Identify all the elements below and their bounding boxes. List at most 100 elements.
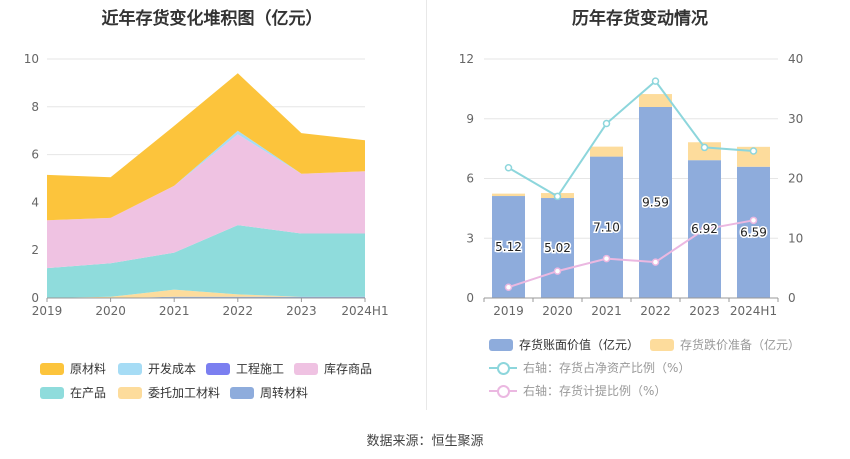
bar-value-label: 5.12	[495, 240, 522, 254]
legend-item[interactable]: 库存商品	[294, 360, 372, 377]
legend-item[interactable]: 委托加工材料	[118, 384, 220, 401]
y-left-tick-label: 3	[466, 231, 474, 245]
legend-item[interactable]: 周转材料	[230, 384, 308, 401]
legend-item[interactable]: 右轴：存货计提比例（%）	[489, 382, 666, 399]
legend-item[interactable]: 工程施工	[206, 360, 284, 377]
bar-provision	[688, 142, 721, 161]
x-tick-label: 2019	[32, 304, 63, 318]
x-tick-label: 2020	[542, 304, 573, 318]
bar-value-label: 7.10	[593, 220, 620, 234]
data-source: 数据来源：恒生聚源	[366, 434, 484, 449]
x-tick-label: 2024H1	[730, 304, 777, 318]
area-在产品	[47, 225, 365, 298]
bar-provision	[590, 146, 623, 157]
bar-book-value	[541, 198, 574, 298]
bar-value-label: 6.59	[740, 225, 767, 239]
line-point	[602, 119, 611, 128]
legend-swatch	[40, 386, 64, 399]
bar-value-label: 5.02	[544, 241, 571, 255]
y-tick-label: 10	[24, 52, 39, 66]
legend-item[interactable]: 原材料	[40, 360, 106, 377]
x-tick-label: 2022	[640, 304, 671, 318]
x-tick-label: 2023	[689, 304, 720, 318]
legend-label: 右轴：存货占净资产比例（%）	[523, 361, 691, 375]
x-tick-label: 2020	[95, 304, 126, 318]
line-point	[553, 267, 562, 275]
legend-label: 存货跌价准备（亿元）	[680, 338, 801, 352]
right-chart-title: 历年存货变动情况	[572, 9, 708, 29]
inventory-bar-line-chart: 0 3 6 9 12 0 10 20 30 40 5.12 5.02 7.10 9.59 6.92 6.59 2…	[459, 52, 804, 318]
x-tick-label: 2024H1	[341, 304, 388, 318]
line-point	[651, 77, 660, 85]
bar-book-value	[639, 106, 672, 298]
x-tick-label: 2022	[223, 304, 254, 318]
x-tick-label: 2019	[493, 304, 524, 318]
y-left-tick-label: 6	[466, 172, 474, 186]
area-委托加工材料	[47, 289, 365, 298]
legend-swatch	[230, 386, 254, 399]
bar-book-value	[492, 196, 525, 298]
area-库存商品	[47, 134, 365, 269]
legend-label: 工程施工	[236, 362, 285, 376]
area-原材料	[47, 73, 365, 221]
legend-line-marker	[489, 384, 517, 398]
stacked-area-chart: 0 2 4 6 8 10 2019 2020 2021 2022 2023 2024H1	[24, 52, 389, 318]
y-tick-label: 4	[31, 195, 39, 209]
line-point	[602, 254, 611, 263]
y-right-tick-label: 10	[788, 231, 803, 245]
y-left-tick-label: 9	[466, 112, 474, 126]
bar-provision	[737, 146, 770, 167]
bar-provision	[492, 193, 525, 197]
line-point	[700, 143, 709, 152]
legend-label: 库存商品	[324, 362, 373, 376]
legend-item[interactable]: 存货跌价准备（亿元）	[650, 336, 800, 353]
legend-label: 右轴：存货计提比例（%）	[523, 384, 667, 398]
legend-label: 原材料	[70, 362, 107, 376]
y-left-tick-label: 0	[466, 291, 474, 305]
y-right-tick-label: 40	[788, 52, 803, 66]
legend-label: 在产品	[70, 386, 107, 400]
legend-swatch	[40, 362, 64, 375]
y-left-tick-label: 12	[459, 52, 474, 66]
line-point	[651, 258, 660, 266]
legend-item[interactable]: 在产品	[40, 384, 106, 401]
legend-label: 存货账面价值（亿元）	[519, 338, 640, 352]
legend-swatch	[206, 362, 230, 375]
line-series	[508, 219, 754, 289]
line-point	[504, 283, 513, 291]
y-tick-label: 6	[31, 148, 39, 162]
y-tick-label: 2	[31, 243, 39, 257]
y-right-tick-label: 0	[788, 291, 796, 305]
bar-value-label: 9.59	[642, 195, 669, 209]
line-point	[700, 225, 709, 234]
line-point	[749, 147, 758, 155]
legend-label: 周转材料	[260, 386, 309, 400]
y-tick-label: 8	[31, 100, 39, 114]
x-tick-label: 2023	[286, 304, 317, 318]
legend-line-marker	[489, 361, 517, 375]
left-chart-title: 近年存货变化堆积图（亿元）	[101, 9, 323, 29]
legend-label: 委托加工材料	[148, 386, 221, 400]
legend-item[interactable]: 存货账面价值（亿元）	[489, 336, 639, 353]
legend-swatch	[118, 386, 142, 399]
y-right-tick-label: 30	[788, 112, 803, 126]
panel-divider	[426, 0, 427, 410]
legend-swatch	[294, 362, 318, 375]
bar-book-value	[590, 156, 623, 298]
legend-swatch	[650, 338, 674, 351]
y-tick-label: 0	[31, 291, 39, 305]
line-point	[504, 163, 513, 172]
bar-provision	[639, 94, 672, 107]
x-tick-label: 2021	[591, 304, 622, 318]
line-series	[507, 79, 754, 198]
legend-swatch	[489, 338, 513, 351]
bar-value-label: 6.92	[691, 222, 718, 236]
legend-swatch	[118, 362, 142, 375]
y-right-tick-label: 20	[788, 172, 803, 186]
x-tick-label: 2021	[159, 304, 190, 318]
line-point	[553, 192, 562, 201]
line-point	[749, 216, 758, 225]
legend-item[interactable]: 开发成本	[118, 360, 196, 377]
legend-item[interactable]: 右轴：存货占净资产比例（%）	[489, 359, 690, 376]
bar-book-value	[737, 166, 770, 298]
